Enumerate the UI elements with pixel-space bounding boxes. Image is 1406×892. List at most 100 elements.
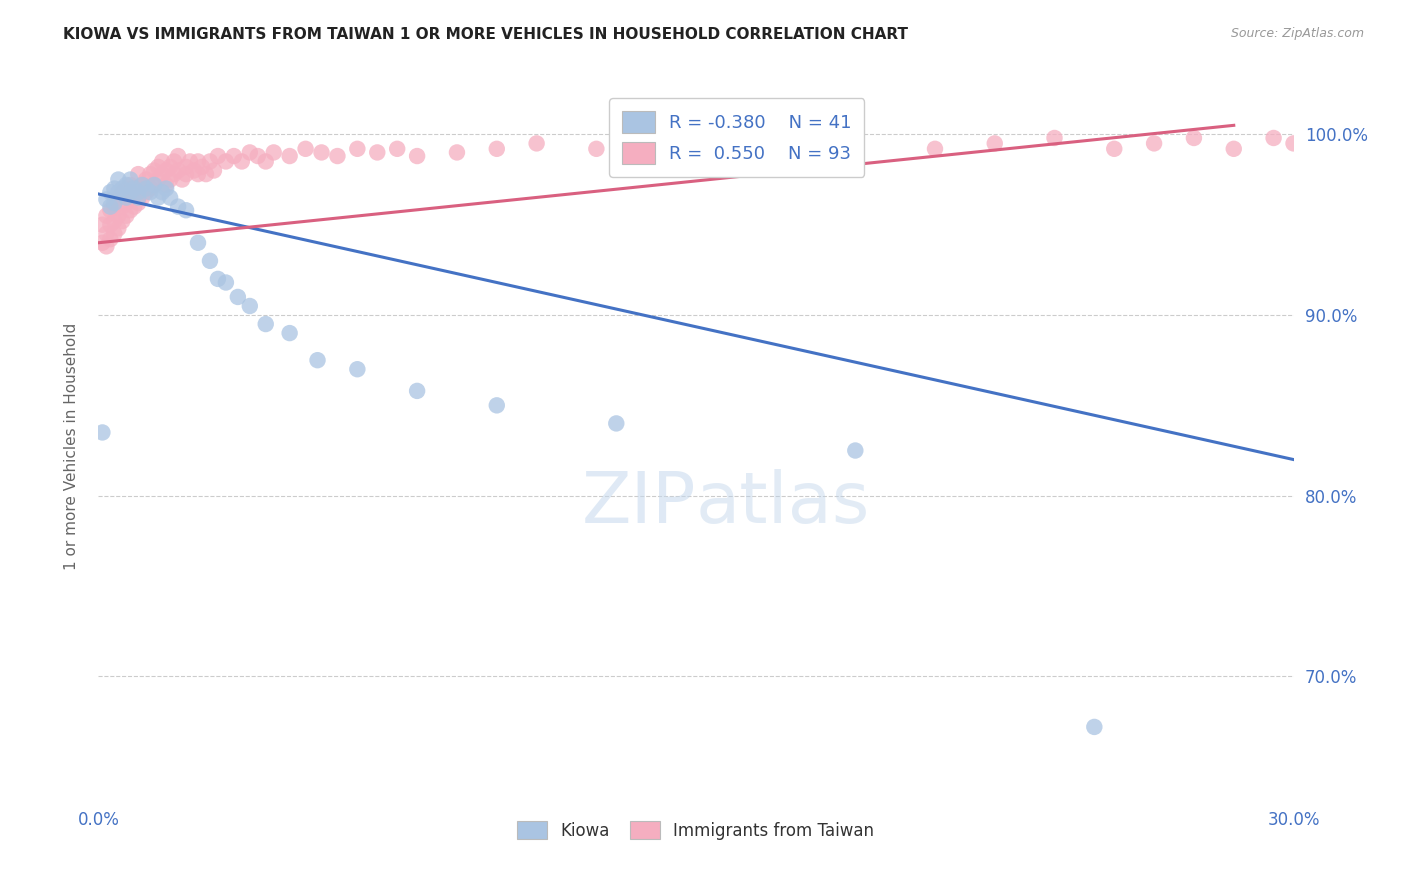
Point	[135, 172, 157, 186]
Point	[167, 200, 190, 214]
Point	[844, 443, 866, 458]
Point	[226, 290, 249, 304]
Point	[254, 317, 277, 331]
Point	[406, 384, 429, 398]
Y-axis label: 1 or more Vehicles in Household: 1 or more Vehicles in Household	[65, 322, 79, 570]
Point	[127, 191, 149, 205]
Point	[406, 149, 429, 163]
Point	[202, 163, 225, 178]
Point	[107, 221, 129, 235]
Point	[254, 154, 277, 169]
Point	[174, 167, 197, 181]
Point	[346, 142, 368, 156]
Point	[131, 178, 153, 192]
Point	[120, 185, 142, 199]
Point	[127, 167, 149, 181]
Point	[98, 200, 122, 214]
Point	[148, 172, 170, 186]
Text: Source: ZipAtlas.com: Source: ZipAtlas.com	[1230, 27, 1364, 40]
Point	[294, 142, 316, 156]
Point	[278, 149, 301, 163]
Point	[159, 160, 181, 174]
Point	[1282, 136, 1305, 151]
Point	[239, 145, 262, 160]
Point	[135, 185, 157, 199]
Point	[187, 154, 209, 169]
Point	[246, 149, 269, 163]
Point	[231, 154, 253, 169]
Point	[172, 172, 194, 186]
Point	[127, 181, 149, 195]
Point	[585, 142, 607, 156]
Point	[1104, 142, 1126, 156]
Point	[111, 214, 134, 228]
Point	[98, 218, 122, 232]
Point	[98, 185, 122, 199]
Point	[195, 167, 218, 181]
Point	[143, 163, 166, 178]
Point	[924, 142, 946, 156]
Point	[143, 178, 166, 192]
Point	[91, 235, 114, 250]
Point	[96, 239, 118, 253]
Point	[131, 191, 153, 205]
Point	[1223, 142, 1246, 156]
Point	[179, 154, 201, 169]
Point	[127, 196, 149, 211]
Point	[96, 227, 118, 241]
Point	[191, 160, 214, 174]
Point	[1182, 131, 1205, 145]
Point	[645, 136, 668, 151]
Point	[111, 185, 134, 199]
Legend: Kiowa, Immigrants from Taiwan: Kiowa, Immigrants from Taiwan	[509, 813, 883, 848]
Point	[198, 154, 221, 169]
Point	[307, 353, 329, 368]
Point	[163, 167, 186, 181]
Point	[107, 172, 129, 186]
Point	[115, 178, 138, 192]
Point	[150, 154, 173, 169]
Point	[155, 181, 177, 195]
Point	[239, 299, 262, 313]
Point	[215, 154, 238, 169]
Point	[124, 181, 146, 195]
Point	[103, 196, 125, 211]
Point	[174, 203, 197, 218]
Text: KIOWA VS IMMIGRANTS FROM TAIWAN 1 OR MORE VEHICLES IN HOUSEHOLD CORRELATION CHAR: KIOWA VS IMMIGRANTS FROM TAIWAN 1 OR MOR…	[63, 27, 908, 42]
Point	[385, 142, 409, 156]
Point	[159, 191, 181, 205]
Point	[115, 181, 138, 195]
Point	[103, 214, 125, 228]
Point	[91, 425, 114, 440]
Point	[103, 227, 125, 241]
Point	[163, 154, 186, 169]
Point	[103, 200, 125, 214]
Point	[326, 149, 349, 163]
Point	[1263, 131, 1285, 145]
Point	[96, 209, 118, 223]
Point	[984, 136, 1007, 151]
Point	[1143, 136, 1166, 151]
Point	[115, 191, 138, 205]
Point	[183, 163, 205, 178]
Point	[107, 209, 129, 223]
Point	[103, 181, 125, 195]
Point	[605, 417, 627, 431]
Point	[704, 142, 727, 156]
Point	[120, 203, 142, 218]
Point	[366, 145, 388, 160]
Point	[148, 191, 170, 205]
Point	[150, 185, 173, 199]
Point	[115, 196, 138, 211]
Point	[207, 272, 229, 286]
Point	[124, 200, 146, 214]
Point	[222, 149, 245, 163]
Point	[111, 200, 134, 214]
Point	[1083, 720, 1105, 734]
Text: ZIP: ZIP	[582, 468, 696, 538]
Point	[107, 185, 129, 199]
Point	[526, 136, 548, 151]
Point	[107, 191, 129, 205]
Point	[215, 276, 238, 290]
Point	[135, 181, 157, 195]
